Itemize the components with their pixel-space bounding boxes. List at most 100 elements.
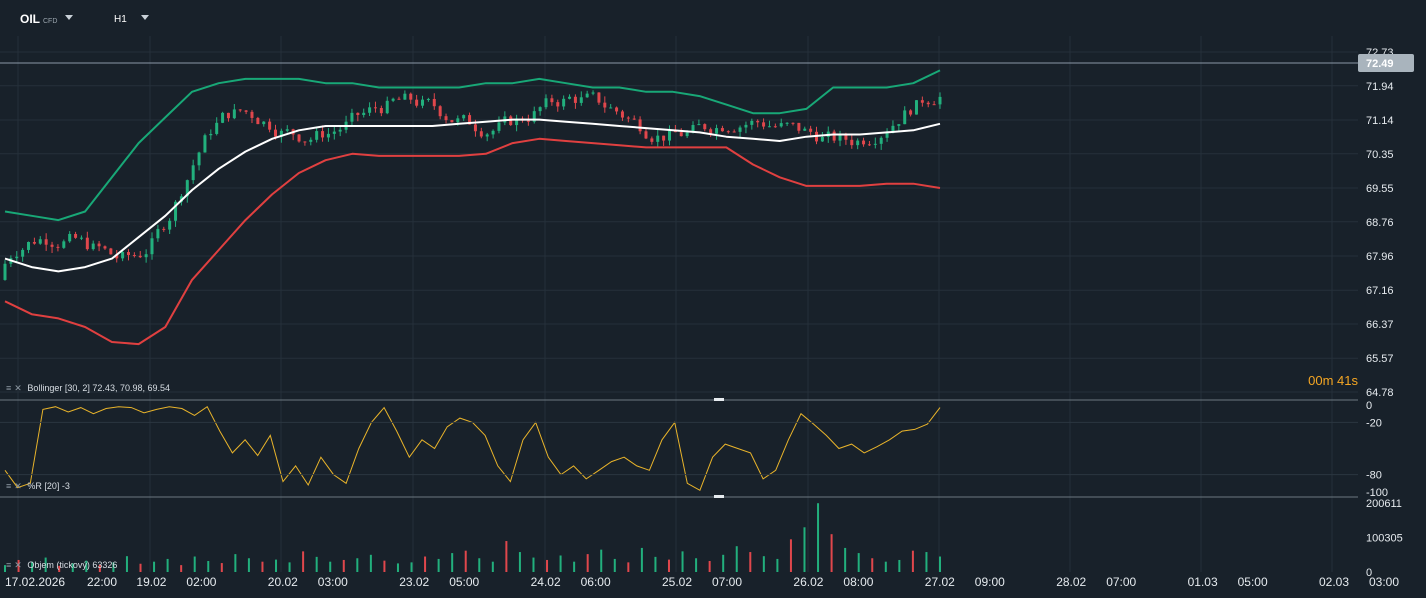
candle-body xyxy=(891,125,895,133)
volume-bar xyxy=(71,563,74,572)
candle-body xyxy=(338,129,342,132)
settings-icon[interactable]: ≡ xyxy=(6,560,12,570)
volume-bar xyxy=(776,558,779,572)
volume-panel[interactable] xyxy=(4,503,941,572)
candle-body xyxy=(773,126,777,128)
volume-bar xyxy=(789,539,792,572)
williams-name: %R xyxy=(27,481,42,491)
williams-r-panel[interactable] xyxy=(0,405,1358,492)
time-tick-date: 01.03 xyxy=(1188,575,1218,589)
volume-bar xyxy=(518,552,521,572)
candle-body xyxy=(679,132,683,137)
time-tick-date: 28.02 xyxy=(1056,575,1086,589)
volume-bar xyxy=(735,546,738,572)
volume-bar xyxy=(139,563,142,572)
candle-body xyxy=(209,133,213,136)
volume-bar xyxy=(98,564,101,572)
timeframe-dropdown-icon[interactable] xyxy=(141,15,149,20)
time-tick-time: 09:00 xyxy=(975,575,1005,589)
symbol-selector[interactable]: OIL CFD xyxy=(20,12,57,26)
candle-body xyxy=(897,124,901,126)
price-axis[interactable]: 72.7371.9471.1470.3569.5568.7667.9667.16… xyxy=(1358,47,1414,579)
volume-legend[interactable]: ≡ ✕ Objem (tickový) 63326 xyxy=(6,560,117,571)
timeframe-selector[interactable]: H1 xyxy=(114,14,127,25)
candle-body xyxy=(662,135,666,141)
time-axis[interactable]: 17.02.2026 22:00 19.02 02:00 20.02 03:00 23.02… xyxy=(5,575,1399,589)
williams-tick-label: 0 xyxy=(1366,400,1372,412)
bollinger-legend[interactable]: ≡ ✕ Bollinger [30, 2] 72.43, 70.98, 69.54 xyxy=(6,383,170,394)
volume-name: Objem xyxy=(27,560,54,570)
symbol-dropdown-icon[interactable] xyxy=(65,15,73,20)
candle-body xyxy=(579,97,583,103)
price-panel[interactable] xyxy=(3,69,942,346)
candle-body xyxy=(262,121,266,125)
volume-bar xyxy=(939,556,941,572)
volume-bar xyxy=(844,547,847,572)
candle-body xyxy=(56,246,60,248)
volume-bar xyxy=(613,558,616,572)
candle-body xyxy=(279,130,283,137)
candle-body xyxy=(409,93,413,100)
bollinger-name: Bollinger xyxy=(27,383,63,393)
time-tick-time: 08:00 xyxy=(843,575,873,589)
candle-body xyxy=(79,237,83,239)
close-icon[interactable]: ✕ xyxy=(14,481,22,491)
volume-bar xyxy=(722,554,725,572)
candle-body xyxy=(756,120,760,123)
candle-body xyxy=(703,124,707,130)
candle-body xyxy=(168,220,172,230)
candle-body xyxy=(656,135,660,142)
time-tick-time: 06:00 xyxy=(581,575,611,589)
williams-legend[interactable]: ≡ ✕ %R [20] -3 xyxy=(6,481,70,492)
candle-body xyxy=(85,237,89,250)
candle-body xyxy=(844,135,848,140)
candle-body xyxy=(432,98,436,107)
volume-bar xyxy=(464,550,467,572)
candle-body xyxy=(438,106,442,117)
panel-divider-2-handle[interactable] xyxy=(714,495,724,498)
candle-body xyxy=(515,118,519,126)
candle-body xyxy=(303,141,307,143)
candle-body xyxy=(820,136,824,142)
candle-body xyxy=(691,125,695,133)
volume-bar xyxy=(220,563,223,572)
volume-tick-label: 200611 xyxy=(1366,498,1402,510)
candle-body xyxy=(556,102,560,107)
candle-body xyxy=(121,252,125,259)
current-price-badge xyxy=(1358,54,1414,72)
candle-body xyxy=(938,96,942,105)
candle-body xyxy=(356,112,360,116)
candle-body xyxy=(879,137,883,144)
candle-body xyxy=(15,256,19,259)
candle-body xyxy=(38,239,42,244)
candle-body xyxy=(27,241,31,250)
volume-bar xyxy=(911,550,914,572)
candles xyxy=(3,90,942,281)
time-tick-time: 22:00 xyxy=(87,575,117,589)
candle-body xyxy=(285,129,289,131)
close-icon[interactable]: ✕ xyxy=(14,383,22,393)
candle-body xyxy=(74,233,78,238)
volume-bar xyxy=(58,565,61,572)
settings-icon[interactable]: ≡ xyxy=(6,481,12,491)
candle-body xyxy=(126,252,130,256)
panel-divider-1-handle[interactable] xyxy=(714,398,724,401)
volume-bar xyxy=(667,559,670,572)
candle-body xyxy=(603,102,607,108)
candle-body xyxy=(138,255,142,258)
candle-body xyxy=(91,243,95,250)
candle-body xyxy=(326,133,330,138)
close-icon[interactable]: ✕ xyxy=(14,560,22,570)
time-tick-time: 03:00 xyxy=(1369,575,1399,589)
candle-body xyxy=(3,263,7,280)
volume-params: (tickový) xyxy=(56,560,90,570)
volume-bar xyxy=(356,558,359,572)
countdown-minutes: 00 xyxy=(1308,373,1323,388)
volume-bar xyxy=(478,558,481,572)
price-tick-label: 67.16 xyxy=(1366,285,1394,297)
volume-bar xyxy=(681,551,684,572)
settings-icon[interactable]: ≡ xyxy=(6,383,12,393)
price-tick-label: 69.55 xyxy=(1366,183,1394,195)
candle-body xyxy=(362,112,366,116)
